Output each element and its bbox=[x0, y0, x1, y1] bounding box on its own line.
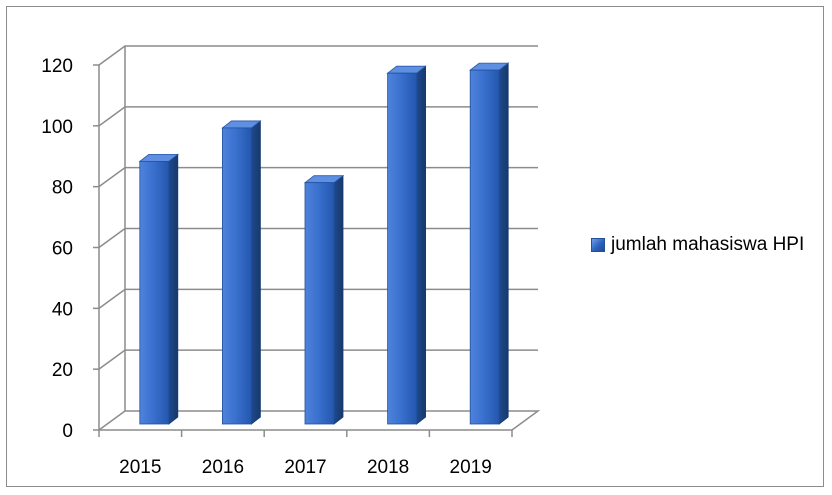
x-tick-labels: 2015 2016 2017 2018 2019 bbox=[119, 457, 492, 478]
x-tick-label: 2015 bbox=[119, 457, 161, 478]
legend-label: jumlah mahasiswa HPI bbox=[611, 234, 805, 255]
bar-2015 bbox=[138, 153, 179, 425]
y-tick-label: 20 bbox=[52, 360, 73, 381]
x-tick-label: 2019 bbox=[450, 457, 492, 478]
y-tick-labels: 0 20 40 60 80 100 120 bbox=[41, 56, 73, 442]
x-tick-label: 2016 bbox=[202, 457, 244, 478]
bar-2019 bbox=[469, 62, 510, 425]
axes bbox=[93, 46, 513, 437]
y-tick-label: 100 bbox=[41, 117, 73, 138]
x-tick-label: 2018 bbox=[367, 457, 409, 478]
y-tick-label: 60 bbox=[52, 239, 73, 260]
y-tick-label: 0 bbox=[62, 421, 73, 442]
bar-2016 bbox=[221, 120, 262, 425]
x-tick-label: 2017 bbox=[284, 457, 326, 478]
y-tick-label: 120 bbox=[41, 56, 73, 77]
bar-2017 bbox=[303, 174, 345, 425]
y-tick-label: 40 bbox=[52, 299, 73, 320]
gridline bbox=[98, 45, 538, 66]
bars bbox=[138, 62, 510, 425]
y-tick-label: 80 bbox=[52, 178, 73, 199]
legend-swatch bbox=[591, 238, 605, 252]
bar-2018 bbox=[386, 65, 427, 425]
